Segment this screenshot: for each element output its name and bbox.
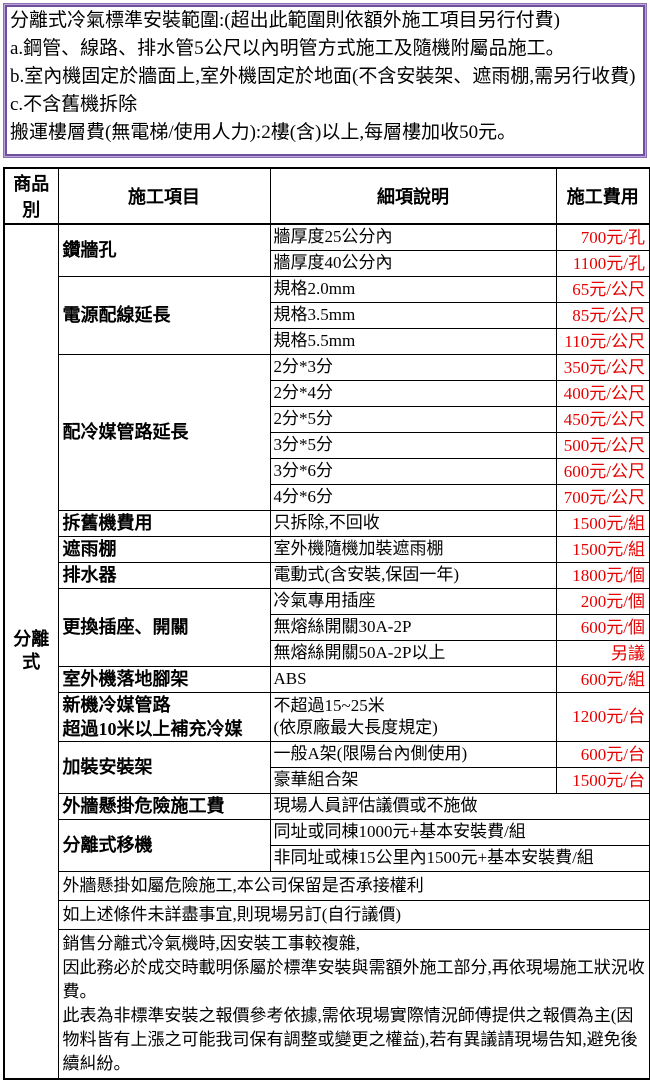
detail-cell: ABS [269, 665, 557, 693]
item-cell: 遮雨棚 [57, 535, 271, 563]
detail-cell: 無熔絲開關30A-2P [269, 613, 557, 641]
item-cell: 新機冷媒管路 超過10米以上補充冷媒 [57, 691, 271, 742]
table-row: 2分*4分 400元/公尺 [4, 379, 650, 407]
table-row: 更換插座、開關 冷氣專用插座 200元/個 [4, 587, 650, 667]
item-cell: 室外機落地腳架 [57, 665, 271, 693]
header-work-item: 施工項目 [57, 167, 271, 225]
fee-cell: 600元/台 [555, 740, 650, 768]
table-row: 4分*6分 700元/公尺 [4, 483, 650, 511]
item-cell: 加裝安裝架 [57, 740, 271, 794]
table-row: 新機冷媒管路 超過10米以上補充冷媒 不超過15~25米 (依原廠最大長度規定) 1… [4, 691, 650, 742]
header-product-category: 商品別 [3, 167, 59, 225]
item-cell: 外牆懸掛危險施工費 [57, 792, 271, 820]
detail-cell: 2分*3分 [269, 353, 557, 381]
category-cell: 分離式 [3, 223, 59, 1079]
fee-cell: 600元/組 [555, 665, 650, 693]
notice-line: 分離式冷氣標準安裝範圍:(超出此範圍則依額外施工項目另行付費) [10, 10, 560, 31]
detail-cell: 一般A架(限陽台內側使用) [269, 740, 557, 768]
note-cell: 外牆懸掛如屬危險施工,本公司保留是否承接權利 [57, 870, 650, 901]
item-cell: 更換插座、開關 [57, 587, 271, 667]
table-row: 分離式 鑽牆孔 牆厚度25公分內 700元/孔 [3, 223, 650, 1079]
note-cell: 銷售分離式冷氣機時,因安裝工事較複雜, 因此務必於成交時載明係屬於標準安裝與需額… [57, 928, 650, 1079]
fee-cell: 110元/公尺 [555, 327, 650, 355]
notice-line: b.室內機固定於牆面上,室外機固定於地面(不含安裝架、遮雨棚,需另行收費) [10, 66, 636, 87]
detail-cell: 現場人員評估議價或不施做 [269, 792, 650, 820]
table-row: 電源配線延長 規格2.0mm 65元/公尺 [4, 275, 650, 355]
item-cell: 電源配線延長 [57, 275, 271, 355]
table-row: 2分*5分 450元/公尺 [4, 405, 650, 433]
item-cell: 拆舊機費用 [57, 509, 271, 537]
fee-cell: 65元/公尺 [555, 275, 650, 303]
detail-cell: 3分*6分 [269, 457, 557, 485]
table-row: 外牆懸掛危險施工費 現場人員評估議價或不施做 [4, 792, 650, 820]
detail-cell: 室外機隨機加裝遮雨棚 [269, 535, 557, 563]
fee-cell: 600元/公尺 [555, 457, 650, 485]
header-work-fee: 施工費用 [555, 167, 650, 225]
notice-box: 分離式冷氣標準安裝範圍:(超出此範圍則依額外施工項目另行付費) a.鋼管、線路、… [3, 3, 647, 158]
detail-cell: 牆厚度40公分內 [269, 249, 557, 277]
fee-cell: 1500元/組 [555, 509, 650, 537]
fee-cell: 700元/公尺 [555, 483, 650, 511]
fee-cell: 600元/個 [555, 613, 650, 641]
note-row: 外牆懸掛如屬危險施工,本公司保留是否承接權利 [4, 870, 650, 901]
table-row: 遮雨棚 室外機隨機加裝遮雨棚 1500元/組 [4, 535, 650, 563]
table-row: 拆舊機費用 只拆除,不回收 1500元/組 [4, 509, 650, 537]
fee-cell: 85元/公尺 [555, 301, 650, 329]
fee-table-body: 分離式 鑽牆孔 牆厚度25公分內 700元/孔 牆厚度40公分內 1100元/孔 電源配線延… [3, 223, 650, 1079]
note-cell: 如上述條件未詳盡事宜,則現場另訂(自行議價) [57, 899, 650, 930]
detail-cell: 只拆除,不回收 [269, 509, 557, 537]
detail-cell: 非同址或棟15公里內1500元+基本安裝費/組 [269, 844, 650, 872]
table-row: 室外機落地腳架 ABS 600元/組 [4, 665, 650, 693]
fee-cell: 1800元/個 [555, 561, 650, 589]
table-row: 分離式移機 同址或同棟1000元+基本安裝費/組 [4, 818, 650, 872]
detail-cell: 豪華組合架 [269, 766, 557, 794]
notice-line: c.不含舊機拆除 [10, 94, 138, 115]
fee-cell: 700元/孔 [555, 223, 650, 251]
detail-cell: 同址或同棟1000元+基本安裝費/組 [269, 818, 650, 846]
table-header-row: 商品別 施工項目 細項說明 施工費用 [3, 167, 650, 225]
note-row: 銷售分離式冷氣機時,因安裝工事較複雜, 因此務必於成交時載明係屬於標準安裝與需額… [4, 928, 650, 1079]
table-row: 3分*5分 500元/公尺 [4, 431, 650, 459]
table-row: 3分*6分 600元/公尺 [4, 457, 650, 485]
fee-cell: 400元/公尺 [555, 379, 650, 407]
fee-cell: 1500元/台 [555, 766, 650, 794]
table-row: 牆厚度40公分內 1100元/孔 [4, 249, 650, 277]
detail-cell: 牆厚度25公分內 [269, 223, 557, 251]
item-cell: 排水器 [57, 561, 271, 589]
detail-cell: 不超過15~25米 (依原廠最大長度規定) [269, 691, 557, 742]
detail-cell: 4分*6分 [269, 483, 557, 511]
table-row: 豪華組合架 1500元/台 [4, 766, 650, 794]
notice-line: 搬運樓層費(無電梯/使用人力):2樓(含)以上,每層樓加收50元。 [10, 122, 517, 143]
detail-cell: 冷氣專用插座 [269, 587, 557, 615]
fee-cell: 1100元/孔 [555, 249, 650, 277]
fee-cell: 350元/公尺 [555, 353, 650, 381]
note-row: 如上述條件未詳盡事宜,則現場另訂(自行議價) [4, 899, 650, 930]
detail-cell: 規格2.0mm [269, 275, 557, 303]
notice-line: a.鋼管、線路、排水管5公尺以內明管方式施工及隨機附屬品施工。 [10, 38, 565, 59]
fee-cell: 450元/公尺 [555, 405, 650, 433]
detail-cell: 電動式(含安裝,保固一年) [269, 561, 557, 589]
fee-cell: 1200元/台 [555, 691, 650, 742]
table-row: 無熔絲開關30A-2P 600元/個 [4, 613, 650, 641]
fee-cell: 另議 [555, 639, 650, 667]
detail-cell: 2分*5分 [269, 405, 557, 433]
fee-cell: 500元/公尺 [555, 431, 650, 459]
detail-cell: 無熔絲開關50A-2P以上 [269, 639, 557, 667]
item-cell: 配冷媒管路延長 [57, 353, 271, 511]
header-detail-description: 細項說明 [269, 167, 557, 225]
item-cell: 鑽牆孔 [57, 223, 271, 277]
table-row: 配冷媒管路延長 2分*3分 350元/公尺 [4, 353, 650, 511]
table-row: 規格5.5mm 110元/公尺 [4, 327, 650, 355]
detail-cell: 規格3.5mm [269, 301, 557, 329]
detail-cell: 3分*5分 [269, 431, 557, 459]
item-cell: 分離式移機 [57, 818, 271, 872]
fee-cell: 1500元/組 [555, 535, 650, 563]
detail-cell: 2分*4分 [269, 379, 557, 407]
fee-cell: 200元/個 [555, 587, 650, 615]
table-row: 排水器 電動式(含安裝,保固一年) 1800元/個 [4, 561, 650, 589]
table-row: 加裝安裝架 一般A架(限陽台內側使用) 600元/台 [4, 740, 650, 794]
detail-cell: 規格5.5mm [269, 327, 557, 355]
fee-table: 商品別 施工項目 細項說明 施工費用 分離式 鑽牆孔 牆厚度25公分內 700元/孔牆… [3, 167, 650, 1080]
